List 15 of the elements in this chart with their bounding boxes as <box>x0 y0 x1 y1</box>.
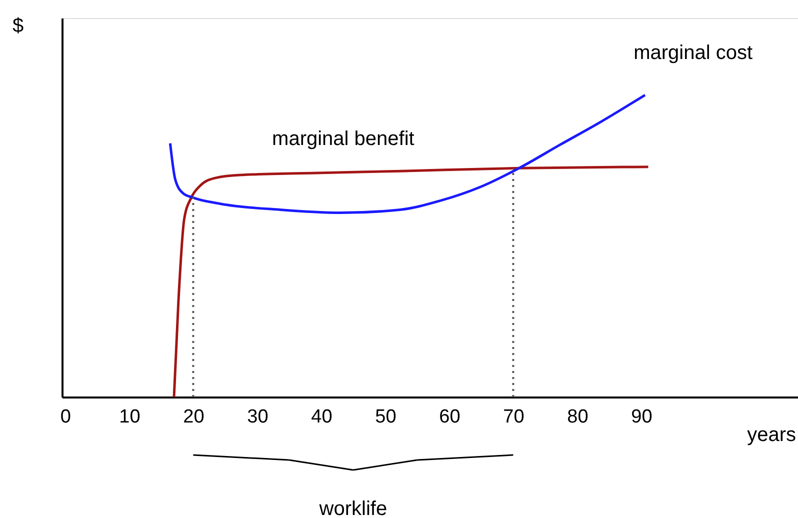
x-tick-label: 80 <box>567 406 588 428</box>
x-tick-label: 60 <box>439 406 460 428</box>
x-tick-label: 50 <box>375 406 396 428</box>
x-tick-label: 0 <box>60 406 71 428</box>
text: worklife <box>318 498 388 518</box>
series-label: marginal cost <box>634 42 753 64</box>
y-axis-title: $ <box>12 15 24 37</box>
x-tick-label: 40 <box>311 406 332 428</box>
x-tick-label: 90 <box>631 406 652 428</box>
series-label: marginal benefit <box>272 128 415 150</box>
x-tick-label: 20 <box>183 406 204 428</box>
x-tick-label: 10 <box>119 406 140 428</box>
x-axis-title: years <box>747 424 796 446</box>
x-tick-label: 30 <box>247 406 268 428</box>
x-tick-label: 70 <box>503 406 524 428</box>
